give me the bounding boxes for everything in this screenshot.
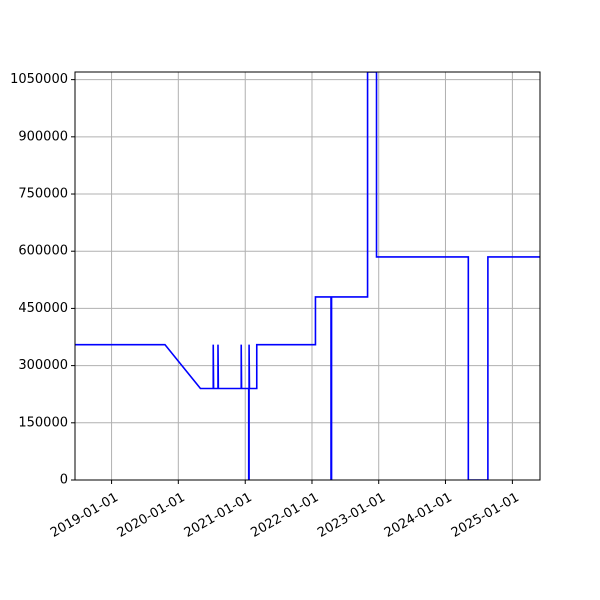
y-tick-label: 600000: [18, 244, 68, 259]
y-tick-label: 1050000: [10, 72, 68, 87]
y-tick-label: 900000: [18, 129, 68, 144]
y-tick-label: 750000: [18, 187, 68, 202]
plot-area: [75, 72, 540, 480]
y-tick-label: 0: [60, 473, 68, 488]
series-line: [75, 72, 540, 480]
y-tick-label: 150000: [18, 415, 68, 430]
series-group: [75, 72, 540, 480]
y-tick-label: 450000: [18, 301, 68, 316]
y-tick-label: 300000: [18, 358, 68, 373]
plot-frame: [74, 71, 541, 481]
y-axis: 0 150000 300000 450000 600000 750000 900000 105…: [10, 72, 75, 488]
